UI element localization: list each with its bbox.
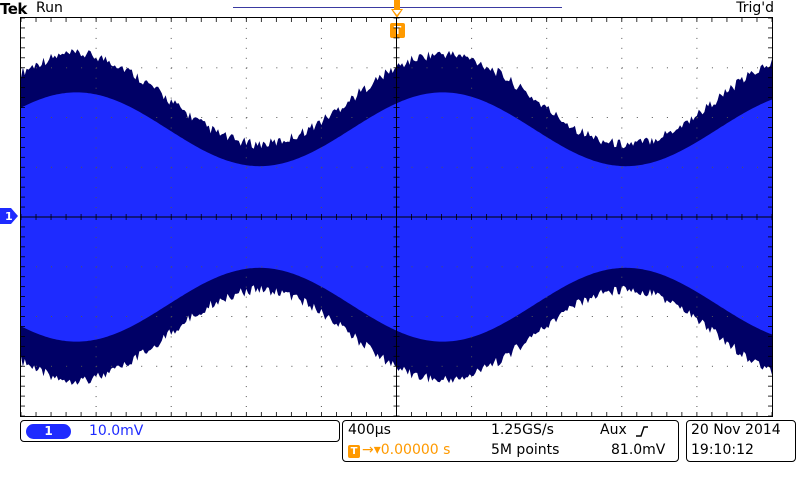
timebase-readout[interactable]: 400µs 1.25GS/s Aux T →▾0.00000 s 5M point… — [342, 420, 679, 462]
run-status: Run — [36, 0, 63, 16]
trigger-delay-value: 0.00000 s — [380, 442, 451, 458]
time: 19:10:12 — [691, 442, 754, 458]
trigger-marker[interactable]: T — [390, 23, 405, 38]
trigger-position-arrow-icon — [391, 0, 403, 18]
rising-edge-icon — [636, 426, 648, 437]
channel-badge[interactable]: 1 — [26, 424, 71, 439]
trigger-t-icon: T — [348, 445, 360, 458]
channel-readout[interactable]: 1 10.0mV — [20, 420, 340, 442]
time-per-div: 400µs — [348, 422, 391, 438]
ch1-ground-marker-icon[interactable]: 1 — [0, 208, 18, 224]
trigger-delay-arrow-icon: →▾ — [362, 442, 381, 458]
ch1-marker-label: 1 — [5, 210, 13, 223]
waveform-display — [21, 18, 772, 416]
trigger-level: 81.0mV — [611, 442, 666, 458]
graticule — [20, 17, 773, 417]
channel-scale: 10.0mV — [89, 423, 144, 439]
sample-rate: 1.25GS/s — [491, 422, 554, 438]
grid-dots — [21, 18, 758, 407]
trigger-status: Trig'd — [736, 0, 774, 16]
record-length: 5M points — [491, 442, 560, 458]
trigger-delay: T →▾0.00000 s — [348, 442, 450, 458]
trigger-source: Aux — [600, 422, 627, 438]
datetime-readout: 20 Nov 2014 19:10:12 — [686, 420, 796, 462]
date: 20 Nov 2014 — [691, 422, 781, 438]
tek-logo: Tek — [0, 0, 27, 18]
